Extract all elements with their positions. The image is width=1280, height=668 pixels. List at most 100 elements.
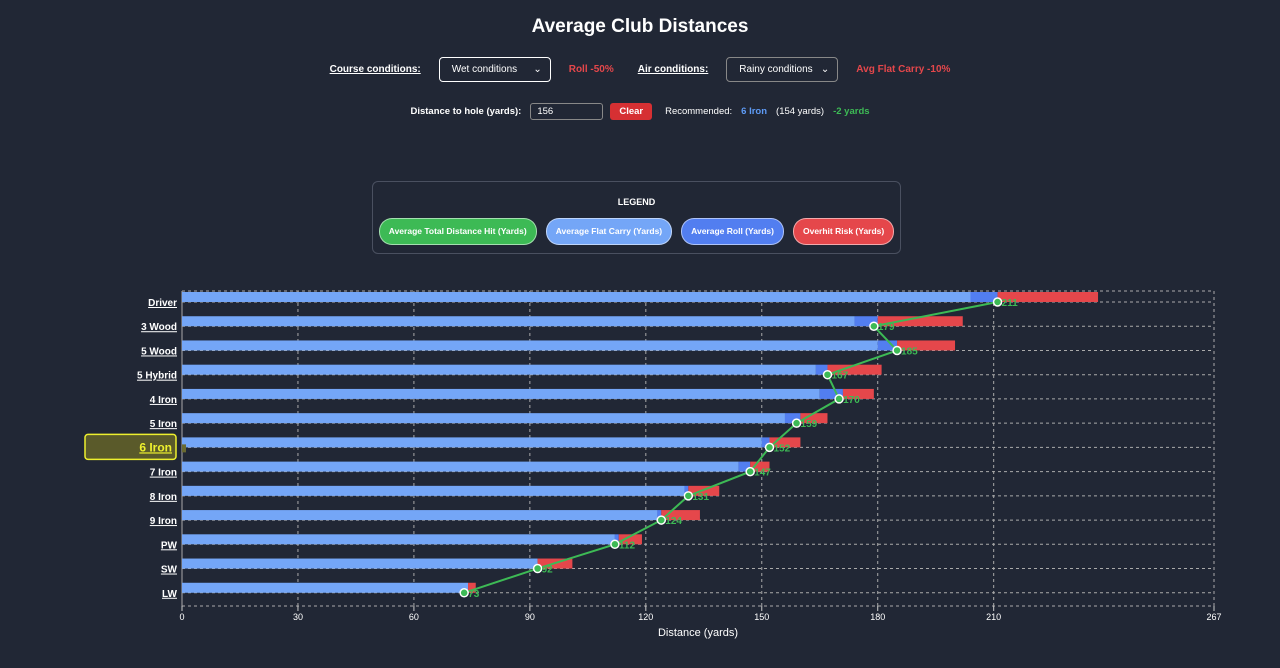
bar-carry: [182, 437, 762, 448]
bar-roll: [815, 364, 828, 375]
bar-roll: [819, 388, 843, 399]
total-point: [683, 491, 694, 501]
distance-input[interactable]: [530, 103, 604, 120]
total-point: [791, 418, 802, 428]
bar-roll: [877, 340, 898, 351]
air-conditions-value: Rainy conditions: [739, 64, 813, 75]
total-label: 147: [754, 468, 771, 479]
bar-risk: [769, 437, 801, 448]
x-tick-label: 210: [986, 612, 1001, 622]
x-tick-label: 90: [525, 612, 535, 622]
total-point: [656, 515, 667, 525]
club-label-driver[interactable]: Driver: [148, 298, 177, 309]
air-effect: Avg Flat Carry -10%: [856, 64, 951, 75]
legend: LEGEND Average Total Distance Hit (Yards…: [372, 181, 901, 254]
total-point: [834, 394, 844, 404]
club-label-pw[interactable]: PW: [161, 540, 178, 551]
total-point: [892, 345, 902, 356]
bar-carry: [182, 413, 785, 424]
total-point: [764, 442, 775, 453]
clear-button[interactable]: Clear: [610, 103, 653, 120]
total-label: 167: [831, 371, 848, 382]
bar-risk: [618, 534, 642, 545]
club-label-lw[interactable]: LW: [162, 589, 178, 600]
x-tick-label: 120: [638, 612, 653, 622]
course-conditions-value: Wet conditions: [451, 64, 518, 75]
bar-risk: [468, 582, 476, 593]
total-label: 152: [774, 443, 791, 454]
club-label-8-iron[interactable]: 8 Iron: [150, 492, 177, 503]
club-label-sw[interactable]: SW: [161, 565, 178, 576]
x-tick-label: 267: [1206, 612, 1221, 622]
total-point: [610, 539, 620, 550]
recommended-yards: (154 yards): [776, 106, 825, 117]
course-conditions-select[interactable]: Wet conditions ⌄: [438, 57, 551, 82]
highlight-marker: [182, 444, 186, 453]
club-label-7-iron[interactable]: 7 Iron: [150, 468, 177, 479]
bar-risk: [897, 340, 956, 351]
bar-risk: [842, 388, 874, 399]
total-label: 131: [692, 492, 709, 503]
club-label-5-iron[interactable]: 5 Iron: [150, 419, 177, 430]
total-label: 124: [665, 516, 682, 527]
total-point: [992, 297, 1003, 307]
legend-item-total[interactable]: Average Total Distance Hit (Yards): [378, 218, 537, 245]
bar-roll: [657, 510, 662, 521]
legend-item-risk[interactable]: Overhit Risk (Yards): [792, 218, 895, 245]
bar-risk: [750, 461, 770, 472]
bar-roll: [761, 437, 770, 448]
course-effect: Roll -50%: [568, 64, 614, 75]
recommended-diff: -2 yards: [833, 106, 870, 117]
bar-risk: [661, 510, 700, 521]
club-label-4-iron[interactable]: 4 Iron: [150, 395, 177, 406]
total-label: 211: [1002, 298, 1019, 309]
x-axis-label: Distance (yards): [658, 627, 738, 639]
page-title: Average Club Distances: [531, 16, 749, 37]
club-label-5-wood[interactable]: 5 Wood: [141, 346, 177, 357]
x-tick-label: 60: [409, 612, 419, 622]
bar-risk: [800, 413, 828, 424]
air-conditions-select[interactable]: Rainy conditions ⌄: [726, 57, 839, 82]
conditions-row: Course conditions: Wet conditions ⌄ Roll …: [0, 57, 1280, 82]
bar-roll: [684, 485, 689, 496]
total-label: 112: [619, 540, 636, 551]
bar-risk: [997, 292, 1099, 302]
chevron-down-icon: ⌄: [533, 64, 542, 75]
bar-carry: [182, 461, 739, 472]
total-label: 185: [901, 346, 918, 357]
total-label: 170: [843, 395, 860, 406]
highlight-box: [84, 433, 177, 461]
x-tick-label: 30: [293, 612, 303, 622]
total-point: [532, 563, 543, 574]
total-point: [822, 369, 833, 380]
bar-carry: [182, 510, 658, 521]
total-point: [459, 588, 469, 598]
bar-roll: [738, 461, 751, 472]
club-label-9-iron[interactable]: 9 Iron: [150, 516, 177, 527]
bar-carry: [182, 316, 855, 327]
distance-row: Distance to hole (yards): Clear Recommen…: [0, 103, 1280, 120]
legend-item-roll[interactable]: Average Roll (Yards): [681, 218, 784, 245]
total-point: [745, 466, 755, 477]
bar-carry: [182, 364, 816, 375]
recommended-club: 6 Iron: [741, 106, 768, 117]
bar-carry: [182, 292, 971, 302]
distance-label: Distance to hole (yards):: [410, 106, 522, 117]
bar-roll: [784, 413, 801, 424]
club-label-3-wood[interactable]: 3 Wood: [141, 322, 177, 333]
bar-carry: [182, 582, 469, 593]
bar-carry: [182, 340, 878, 351]
legend-item-carry[interactable]: Average Flat Carry (Yards): [545, 218, 673, 245]
bar-roll: [970, 292, 998, 302]
total-label: 179: [878, 322, 895, 333]
bar-carry: [182, 388, 820, 399]
x-tick-label: 180: [870, 612, 885, 622]
chevron-down-icon: ⌄: [820, 64, 830, 75]
total-label: 159: [801, 419, 818, 430]
course-conditions-label: Course conditions:: [329, 64, 421, 75]
x-tick-label: 150: [754, 612, 769, 622]
club-label-6-iron[interactable]: 6 Iron: [139, 440, 172, 454]
bar-roll: [614, 534, 619, 545]
club-label-5-hybrid[interactable]: 5 Hybrid: [137, 371, 177, 382]
